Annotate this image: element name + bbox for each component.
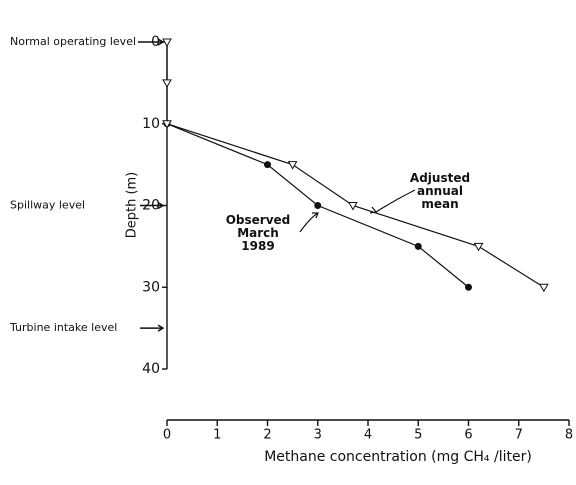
series-label: Observed March 1989 bbox=[225, 213, 291, 253]
y-tick-label: 10 bbox=[142, 116, 160, 132]
x-axis-label: Methane concentration (mg CH₄ /liter) bbox=[264, 449, 532, 465]
annotation-arrow-head bbox=[369, 206, 378, 214]
level-label: Turbine intake level bbox=[9, 321, 117, 334]
point bbox=[287, 161, 298, 170]
point bbox=[348, 202, 358, 211]
point bbox=[414, 242, 422, 250]
point bbox=[264, 161, 271, 169]
level-arrow-head bbox=[157, 201, 165, 210]
point bbox=[162, 120, 172, 129]
level-label: Normal operating level bbox=[10, 35, 136, 48]
point bbox=[539, 283, 549, 293]
annotation-arrow bbox=[299, 212, 319, 233]
annotation-arrow bbox=[375, 189, 416, 213]
series-label: Adjusted annual mean bbox=[409, 171, 471, 211]
point bbox=[162, 79, 172, 88]
x-tick-label: 6 bbox=[464, 428, 472, 443]
x-tick-label: 1 bbox=[213, 428, 221, 443]
x-tick-label: 2 bbox=[263, 428, 271, 443]
point bbox=[314, 202, 322, 209]
level-arrow-head bbox=[157, 324, 165, 332]
point bbox=[162, 38, 172, 48]
x-tick-label: 0 bbox=[163, 428, 171, 443]
y-axis-label: Depth (m) bbox=[125, 172, 140, 239]
x-tick-label: 3 bbox=[314, 428, 322, 443]
y-tick-label: 30 bbox=[142, 279, 160, 295]
point bbox=[465, 283, 472, 291]
level-label: Spillway level bbox=[10, 199, 85, 212]
annotation-arrow-head bbox=[312, 212, 319, 219]
x-tick-label: 7 bbox=[515, 428, 523, 443]
point bbox=[473, 242, 484, 252]
x-tick-label: 4 bbox=[364, 428, 372, 443]
y-tick-label: 40 bbox=[142, 361, 160, 377]
x-tick-label: 5 bbox=[414, 428, 422, 443]
x-tick-label: 8 bbox=[565, 428, 573, 443]
level-arrow-head bbox=[157, 38, 165, 46]
